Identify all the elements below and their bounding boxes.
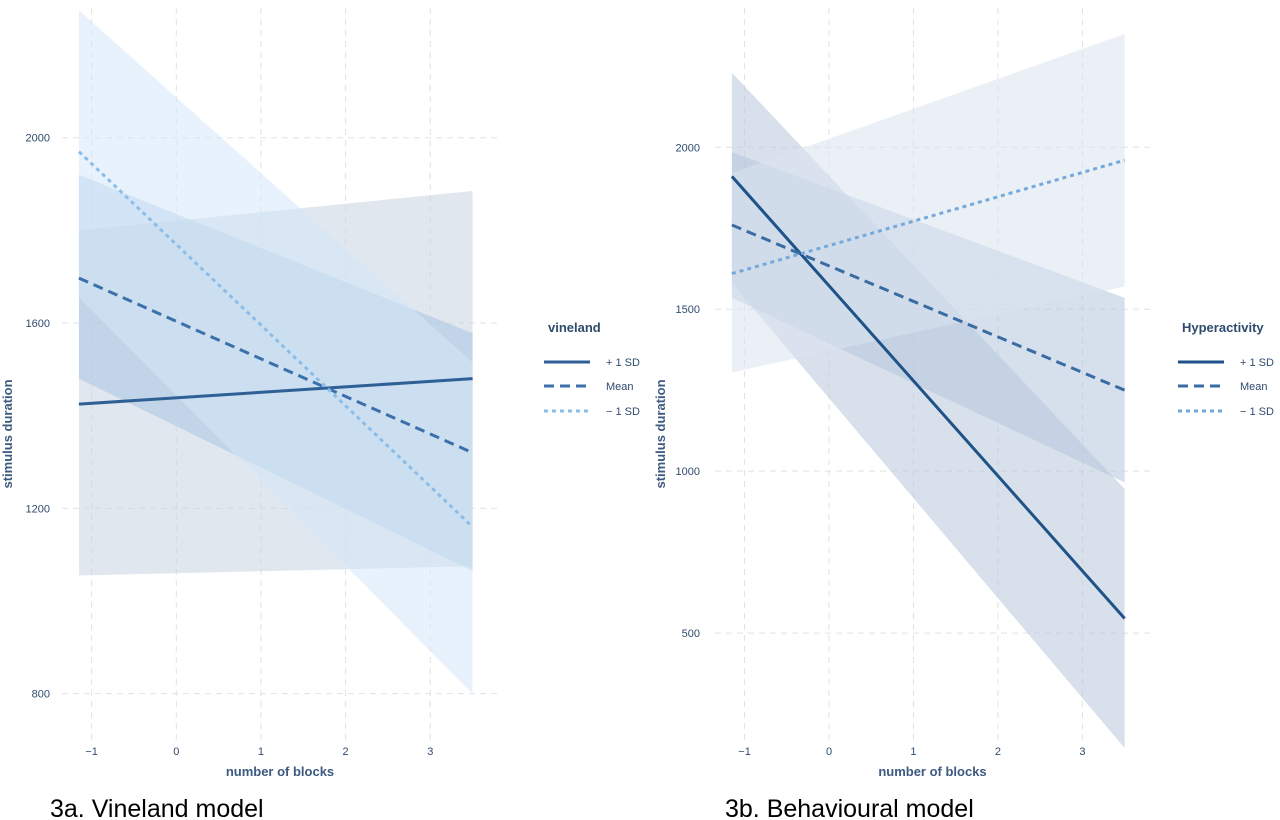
legend-label: Mean <box>606 381 634 393</box>
chart-panel-2: −1 0 1 2 3 500 1000 1500 2000 number of blocks sti… <box>653 8 1274 820</box>
series-line <box>78 377 473 406</box>
y-tick-label: 1000 <box>676 466 700 478</box>
chart-caption: 3b. Behavioural model <box>725 795 974 820</box>
y-tick-label: 1600 <box>26 318 50 330</box>
y-tick-label: 1200 <box>26 503 50 515</box>
series-line <box>731 223 1126 392</box>
x-tick-label: 2 <box>995 746 1001 758</box>
chart-caption: 3a. Vineland model <box>50 795 264 820</box>
y-axis-title: stimulus duration <box>653 379 668 488</box>
x-tick-label: 1 <box>910 746 916 758</box>
y-tick-label: 1500 <box>676 304 700 316</box>
legend-label: Mean <box>1240 381 1268 393</box>
chart-panel-1: −1 0 1 2 3 800 1200 1600 2000 number of blocks sti… <box>0 8 640 820</box>
series-line <box>77 150 474 528</box>
legend: Hyperactivity + 1 SD Mean − 1 SD <box>1178 320 1274 418</box>
x-tick-label: 1 <box>258 746 264 758</box>
y-tick-label: 500 <box>682 628 700 640</box>
y-tick-label: 2000 <box>26 133 50 145</box>
x-tick-label: −1 <box>738 746 751 758</box>
y-axis-title: stimulus duration <box>0 379 15 488</box>
series-line <box>78 276 474 455</box>
confidence-band <box>78 10 473 694</box>
x-tick-label: 2 <box>343 746 349 758</box>
x-tick-label: 3 <box>1079 746 1085 758</box>
legend-label: + 1 SD <box>606 357 640 369</box>
legend-title: vineland <box>548 320 601 335</box>
legend-label: − 1 SD <box>1240 406 1274 418</box>
x-tick-label: 3 <box>427 746 433 758</box>
x-axis-title: number of blocks <box>878 764 986 779</box>
series-line <box>730 175 1126 620</box>
legend-label: − 1 SD <box>606 406 640 418</box>
x-tick-label: 0 <box>826 746 832 758</box>
y-tick-label: 800 <box>32 689 50 701</box>
legend-label: + 1 SD <box>1240 357 1274 369</box>
x-tick-label: 0 <box>173 746 179 758</box>
x-axis-title: number of blocks <box>226 764 334 779</box>
x-tick-label: −1 <box>85 746 98 758</box>
y-tick-label: 2000 <box>676 142 700 154</box>
legend: vineland + 1 SD Mean − 1 SD <box>544 320 640 418</box>
legend-title: Hyperactivity <box>1182 320 1264 335</box>
